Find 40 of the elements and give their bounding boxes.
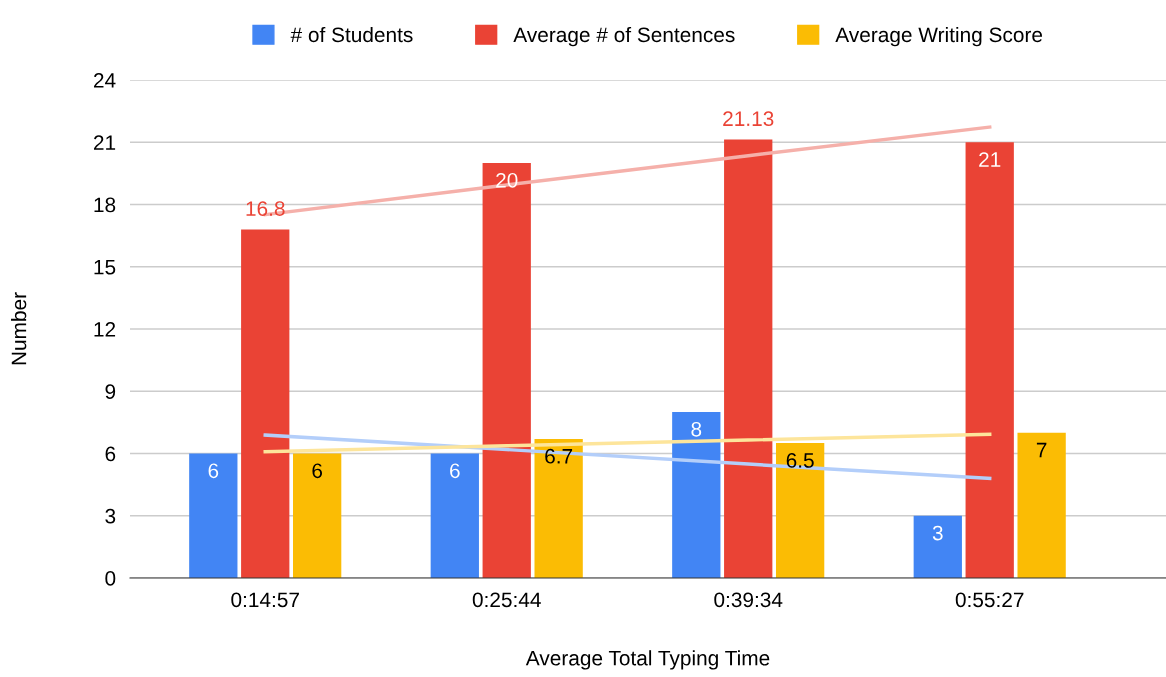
y-axis-title: Number [11,292,27,365]
bar [293,453,342,578]
data-label: 16.8 [246,201,285,216]
data-label: 6 [208,463,219,479]
bar [775,443,825,578]
bar [241,229,290,578]
y-tick-label: 6 [105,446,116,462]
data-label: 6.5 [786,453,814,468]
data-label: 21.13 [723,111,774,127]
x-tick-label: 0:25:44 [472,592,541,608]
x-axis-title: Average Total Typing Time [525,650,770,670]
y-tick-label: 9 [105,384,116,399]
y-tick-label: 0 [105,571,116,586]
data-label: 7 [1036,442,1047,458]
data-label: 6 [450,463,460,479]
bar [430,453,479,578]
legend-label: Average # of Sentences [513,26,735,47]
bar [534,438,583,578]
y-tick-label: 21 [93,135,116,150]
y-tick-label: 24 [93,73,116,88]
data-label: 8 [691,421,702,437]
bar [724,139,773,578]
bar [913,515,962,578]
legend-label: # of Students [290,26,413,43]
data-label: 6 [312,463,323,479]
y-tick-label: 3 [105,508,116,524]
x-tick-label: 0:14:57 [231,592,299,608]
data-label: 3 [932,525,943,541]
y-tick-label: 18 [94,197,116,213]
bar [965,142,1014,578]
data-label: 21 [979,152,1001,167]
x-tick-label: 0:39:34 [714,592,783,608]
x-tick-label: 0:55:27 [955,592,1024,608]
y-tick-label: 15 [94,259,116,275]
bar [189,453,238,578]
bar [1017,432,1066,578]
bar [672,412,721,578]
legend-label: Average Writing Score [835,26,1043,47]
bar [482,163,531,578]
y-tick-label: 12 [94,322,116,337]
